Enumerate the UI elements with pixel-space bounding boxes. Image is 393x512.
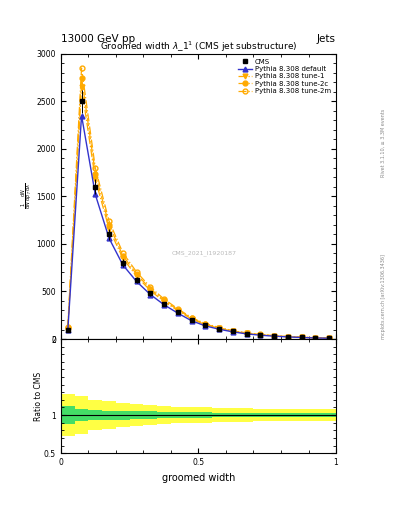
- Text: CMS_2021_I1920187: CMS_2021_I1920187: [171, 250, 237, 257]
- Text: Rivet 3.1.10, ≥ 3.3M events: Rivet 3.1.10, ≥ 3.3M events: [381, 109, 386, 178]
- Y-axis label: $\frac{1}{\mathrm{d}N}\,\frac{\mathrm{d}N}{\mathrm{d}p_T\,\mathrm{d}\lambda}$: $\frac{1}{\mathrm{d}N}\,\frac{\mathrm{d}…: [20, 183, 35, 209]
- Text: Jets: Jets: [317, 33, 336, 44]
- Legend: CMS, Pythia 8.308 default, Pythia 8.308 tune-1, Pythia 8.308 tune-2c, Pythia 8.3: CMS, Pythia 8.308 default, Pythia 8.308 …: [237, 57, 332, 96]
- Y-axis label: Ratio to CMS: Ratio to CMS: [33, 372, 42, 421]
- Title: Groomed width $\lambda\_1^1$ (CMS jet substructure): Groomed width $\lambda\_1^1$ (CMS jet su…: [100, 39, 297, 54]
- Text: 13000 GeV pp: 13000 GeV pp: [61, 33, 135, 44]
- X-axis label: groomed width: groomed width: [162, 473, 235, 482]
- Text: mcplots.cern.ch [arXiv:1306.3436]: mcplots.cern.ch [arXiv:1306.3436]: [381, 254, 386, 339]
